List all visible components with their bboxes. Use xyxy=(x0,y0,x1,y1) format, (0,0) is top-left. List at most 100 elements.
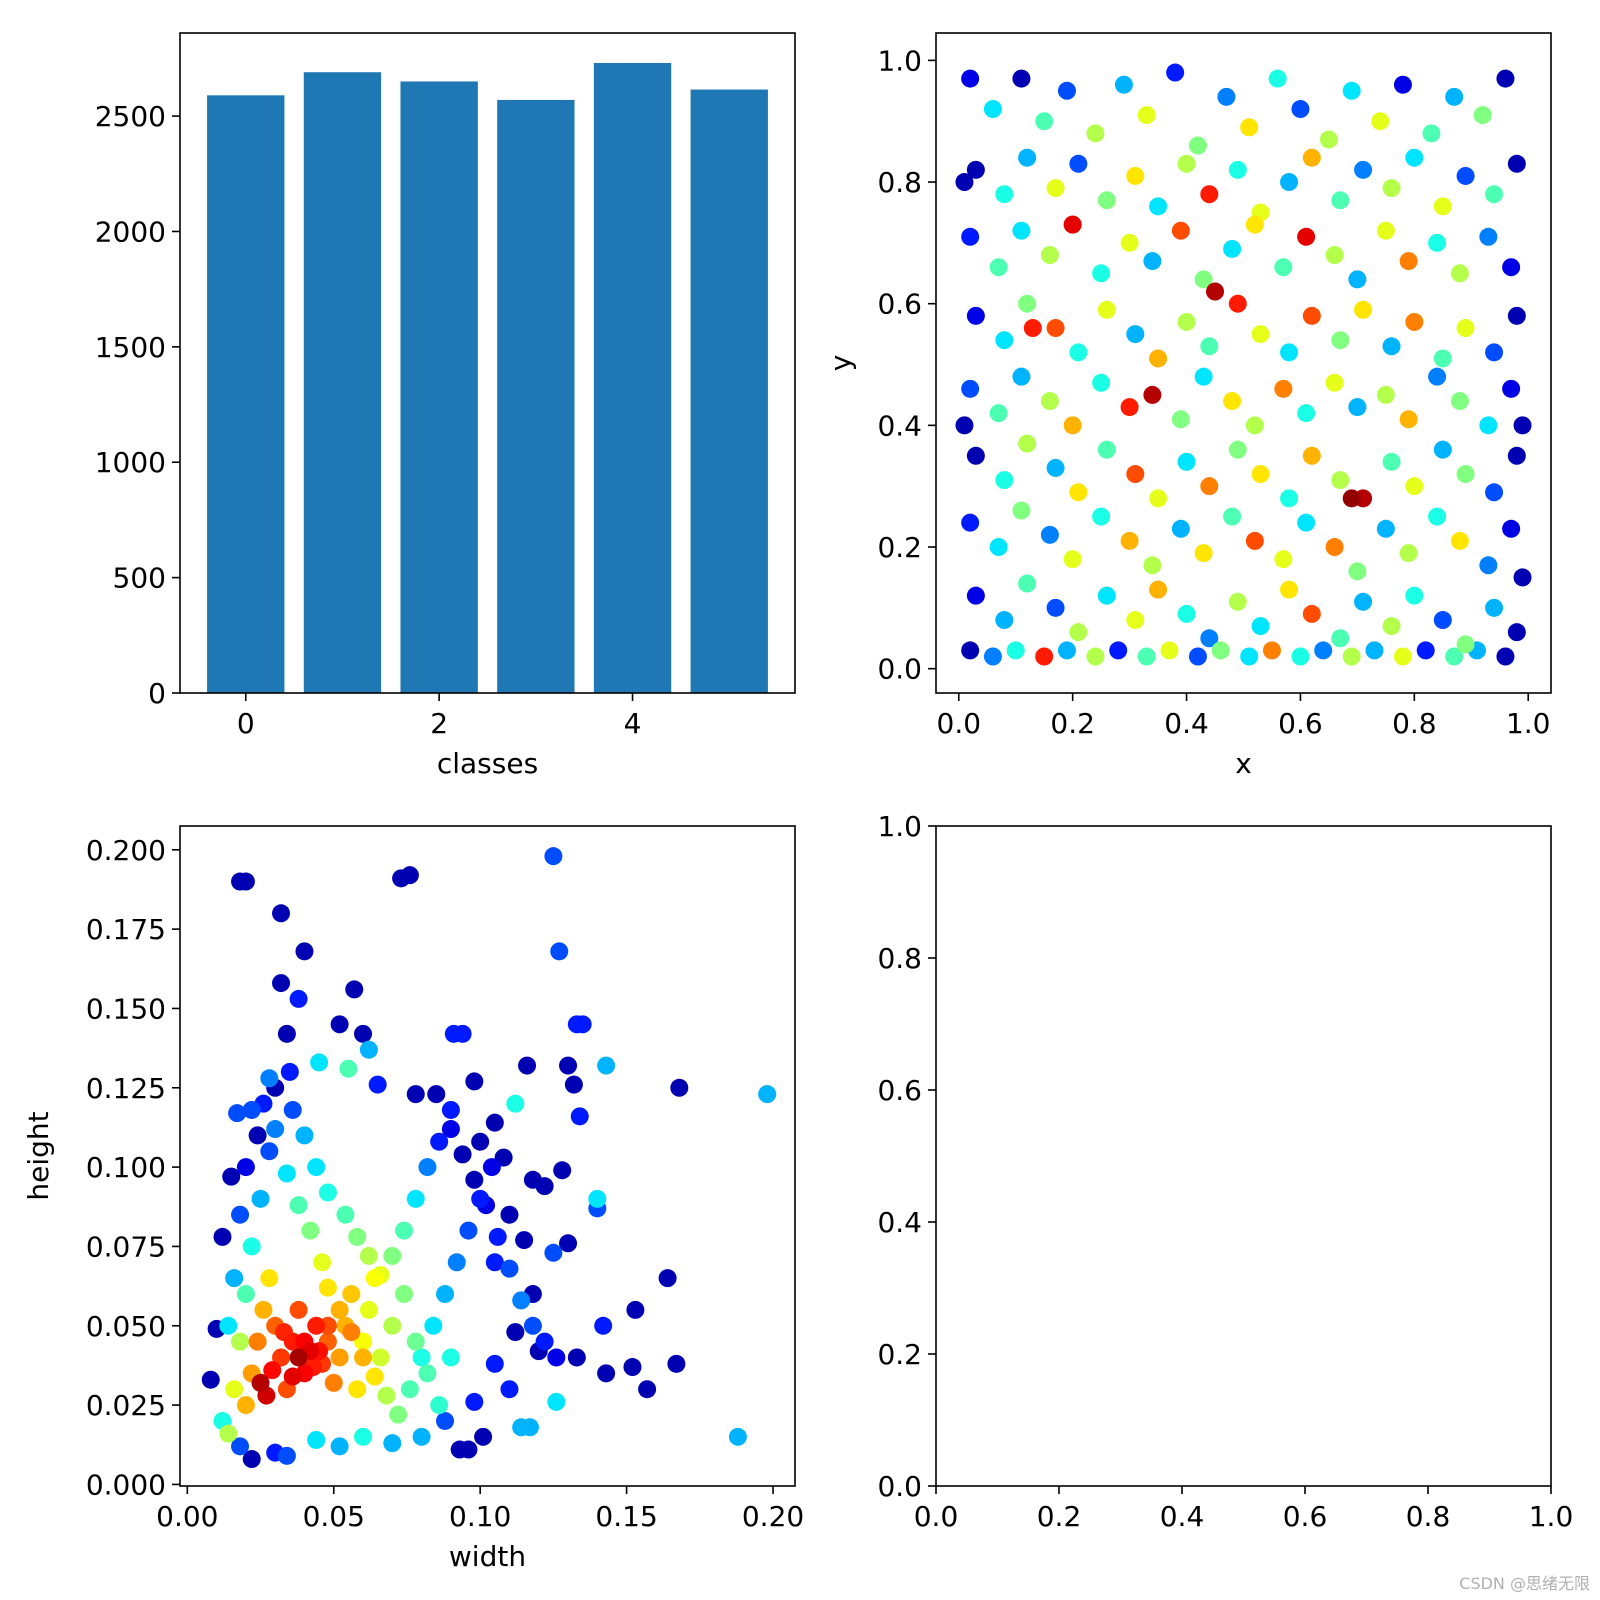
scatter-point xyxy=(1018,574,1037,593)
scatter-point xyxy=(342,1285,361,1304)
scatter-point xyxy=(236,1396,255,1415)
y-tick-label: 0.4 xyxy=(877,1206,922,1239)
x-tick-label: 0.20 xyxy=(742,1500,804,1533)
y-tick-label: 0.175 xyxy=(86,913,166,946)
x-axis-label: classes xyxy=(437,747,538,780)
scatter-point xyxy=(348,1380,367,1399)
scatter-point xyxy=(597,1056,616,1075)
y-tick-label: 0.050 xyxy=(86,1310,166,1343)
scatter-point xyxy=(1479,556,1498,575)
scatter-point xyxy=(395,1221,414,1240)
scatter-point xyxy=(961,69,980,88)
x-tick-label: 0.15 xyxy=(595,1500,657,1533)
scatter-point xyxy=(623,1358,642,1377)
scatter-point xyxy=(1177,604,1196,623)
scatter-point xyxy=(966,586,985,605)
scatter-point xyxy=(1143,252,1162,271)
scatter-point xyxy=(512,1291,531,1310)
scatter-point xyxy=(1479,416,1498,435)
scatter-point xyxy=(995,331,1014,350)
scatter-point xyxy=(1063,215,1082,234)
scatter-point xyxy=(758,1085,777,1104)
scatter-point xyxy=(626,1300,645,1319)
scatter-point xyxy=(301,1221,320,1240)
scatter-point xyxy=(1149,580,1168,599)
scatter-point xyxy=(1485,483,1504,502)
scatter-point xyxy=(594,1316,613,1335)
scatter-point xyxy=(553,1161,572,1180)
bar-class-0 xyxy=(207,95,285,694)
scatter-point xyxy=(231,1437,250,1456)
scatter-point xyxy=(365,1269,384,1288)
scatter-point xyxy=(1365,641,1384,660)
scatter-point xyxy=(1433,349,1452,368)
scatter-point xyxy=(1507,154,1526,173)
scatter-point xyxy=(348,1227,367,1246)
y-tick-label: 1.0 xyxy=(877,810,922,843)
scatter-point xyxy=(1200,185,1219,204)
scatter-point xyxy=(1006,641,1025,660)
scatter-point xyxy=(400,866,419,885)
scatter-point xyxy=(359,1040,378,1059)
xy-scatter-plot: 0.0 0.2 0.4 0.6 0.8 1.0 0.0 0.2 0.4 0.6 0.8 1.0 x y xyxy=(824,32,1552,780)
scatter-point xyxy=(1063,550,1082,569)
scatter-point xyxy=(989,538,1008,557)
scatter-point xyxy=(354,1024,373,1043)
scatter-point xyxy=(1143,385,1162,404)
scatter-point xyxy=(1200,629,1219,648)
scatter-point xyxy=(427,1085,446,1104)
scatter-point xyxy=(436,1411,455,1430)
scatter-point xyxy=(1456,166,1475,185)
scatter-point xyxy=(966,306,985,325)
scatter-point xyxy=(1126,325,1145,344)
scatter-point xyxy=(1018,294,1037,313)
scatter-point xyxy=(1502,519,1521,538)
scatter-point xyxy=(1433,611,1452,630)
scatter-point xyxy=(251,1373,270,1392)
scatter-point xyxy=(365,1367,384,1386)
y-tick-label: 0.8 xyxy=(877,166,922,199)
scatter-point xyxy=(272,974,291,993)
scatter-point xyxy=(1450,392,1469,411)
y-tick-label: 0.8 xyxy=(877,942,922,975)
scatter-point xyxy=(955,173,974,192)
scatter-point xyxy=(1012,221,1031,240)
scatter-point xyxy=(280,1062,299,1081)
scatter-point xyxy=(1040,392,1059,411)
scatter-point xyxy=(500,1205,519,1224)
scatter-point xyxy=(1120,531,1139,550)
scatter-point xyxy=(289,989,308,1008)
scatter-point xyxy=(1348,270,1367,289)
scatter-point xyxy=(377,1386,396,1405)
scatter-point xyxy=(1245,531,1264,550)
scatter-point xyxy=(535,1177,554,1196)
scatter-point xyxy=(310,1053,329,1072)
scatter-point xyxy=(283,1100,302,1119)
scatter-point xyxy=(1416,641,1435,660)
scatter-point xyxy=(1194,270,1213,289)
scatter-point xyxy=(1348,398,1367,417)
scatter-point xyxy=(955,416,974,435)
scatter-point xyxy=(1046,458,1065,477)
scatter-point xyxy=(248,1332,267,1351)
scatter-point xyxy=(1228,294,1247,313)
x-tick-label: 0.8 xyxy=(1392,707,1437,740)
scatter-point xyxy=(995,471,1014,490)
x-tick-label: 0 xyxy=(237,707,255,740)
scatter-point xyxy=(1012,501,1031,520)
scatter-point xyxy=(1342,489,1361,508)
scatter-point xyxy=(1245,215,1264,234)
scatter-point xyxy=(277,1164,296,1183)
scatter-point xyxy=(1200,337,1219,356)
scatter-point xyxy=(1274,379,1293,398)
scatter-point xyxy=(961,641,980,660)
scatter-point xyxy=(242,1100,261,1119)
scatter-point xyxy=(1046,598,1065,617)
scatter-point xyxy=(1063,416,1082,435)
scatter-point xyxy=(1035,647,1054,666)
scatter-point xyxy=(359,1300,378,1319)
scatter-point xyxy=(1126,611,1145,630)
scatter-point xyxy=(1092,373,1111,392)
y-tick-label: 1000 xyxy=(95,446,166,479)
